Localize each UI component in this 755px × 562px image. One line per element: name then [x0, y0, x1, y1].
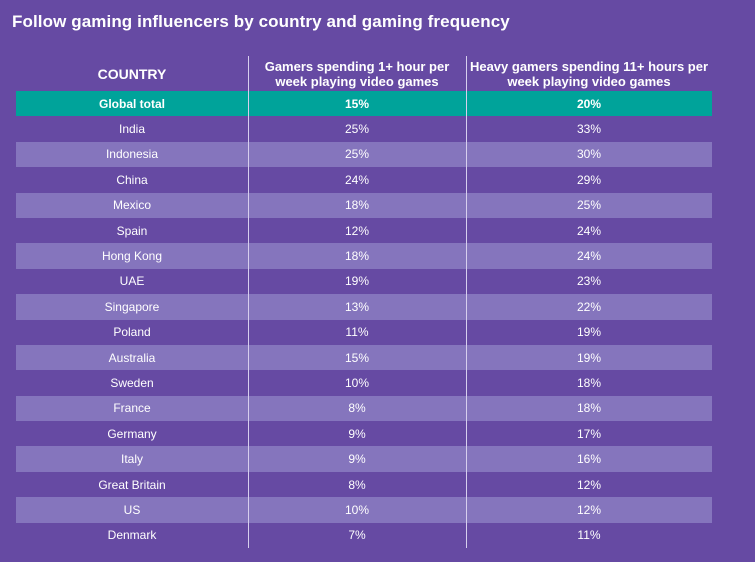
country-cell: Singapore [104, 299, 160, 314]
table-row: Hong Kong 18% 24% [16, 243, 712, 269]
country-cell: China [116, 172, 148, 187]
column-header-gamers-1h: Gamers spending 1+ hour per week playing… [264, 59, 450, 89]
column-header-heavy-gamers-11h: Heavy gamers spending 11+ hours per week… [469, 59, 709, 89]
gamers-1h-value: 11% [345, 325, 369, 340]
heavy-gamers-11h-value: 22% [576, 299, 602, 314]
country-cell: Australia [108, 350, 156, 365]
heavy-gamers-11h-value: 18% [576, 375, 602, 390]
gamers-1h-value: 25% [344, 147, 370, 162]
heavy-gamers-11h-value: 23% [576, 274, 602, 289]
country-cell: Germany [107, 426, 157, 441]
table-row: Singapore 13% 22% [16, 294, 712, 320]
gamers-1h-value: 8% [348, 477, 366, 492]
table-row: Indonesia 25% 30% [16, 141, 712, 168]
gamers-1h-value: 18% [344, 249, 370, 264]
table-row: Italy 9% 16% [16, 446, 712, 472]
gamers-1h-value: 10% [344, 502, 370, 517]
gamers-1h-value: 12% [344, 223, 370, 238]
country-cell: UAE [119, 274, 145, 289]
table-row: US 10% 12% [16, 497, 712, 523]
heavy-gamers-11h-value: 29% [576, 172, 602, 187]
heavy-gamers-11h-value: 20% [576, 96, 602, 111]
country-cell: Hong Kong [101, 249, 163, 264]
gamers-1h-value: 13% [344, 299, 370, 314]
table-row: Germany 9% 17% [16, 421, 712, 446]
data-table: COUNTRY Gamers spending 1+ hour per week… [16, 55, 712, 548]
country-cell: Spain [116, 223, 148, 238]
country-cell: Sweden [110, 375, 154, 390]
gamers-1h-value: 15% [344, 350, 370, 365]
gamers-1h-value: 9% [348, 452, 366, 467]
table-row-global-total: Global total 15% 20% [16, 91, 712, 117]
heavy-gamers-11h-value: 19% [576, 325, 602, 340]
column-divider [466, 56, 467, 548]
gamers-1h-value: 19% [344, 274, 370, 289]
country-cell: US [123, 502, 141, 517]
table-row: Sweden 10% 18% [16, 370, 712, 395]
heavy-gamers-11h-value: 12% [576, 477, 602, 492]
heavy-gamers-11h-value: 12% [576, 502, 602, 517]
table-row: India 25% 33% [16, 116, 712, 141]
country-cell: Italy [120, 452, 143, 467]
country-cell: Indonesia [105, 147, 159, 162]
heavy-gamers-11h-value: 17% [576, 426, 602, 441]
country-cell: Poland [113, 325, 151, 340]
heavy-gamers-11h-value: 33% [576, 122, 602, 137]
heavy-gamers-11h-value: 24% [576, 223, 602, 238]
table-row: China 24% 29% [16, 167, 712, 192]
country-cell: France [113, 401, 151, 416]
country-cell: Denmark [107, 528, 157, 543]
heavy-gamers-11h-value: 11% [577, 528, 601, 543]
table-header: COUNTRY Gamers spending 1+ hour per week… [16, 55, 712, 91]
column-divider [248, 56, 249, 548]
table-row: Australia 15% 19% [16, 344, 712, 371]
gamers-1h-value: 15% [344, 96, 370, 111]
chart-title: Follow gaming influencers by country and… [12, 12, 510, 31]
heavy-gamers-11h-value: 18% [576, 401, 602, 416]
table-row: Mexico 18% 25% [16, 192, 712, 218]
heavy-gamers-11h-value: 16% [576, 452, 602, 467]
table-row: Poland 11% 19% [16, 320, 712, 345]
table-row: Spain 12% 24% [16, 218, 712, 243]
gamers-1h-value: 24% [344, 172, 370, 187]
table-body: Global total 15% 20% India 25% 33% Indonesia 25… [16, 91, 712, 548]
table-row: Denmark 7% 11% [16, 523, 712, 548]
gamers-1h-value: 7% [348, 528, 366, 543]
heavy-gamers-11h-value: 30% [576, 147, 602, 162]
country-cell: Great Britain [98, 477, 166, 492]
country-cell: Global total [99, 96, 165, 111]
table-row: Great Britain 8% 12% [16, 472, 712, 497]
gamers-1h-value: 8% [348, 401, 366, 416]
column-header-country: COUNTRY [97, 66, 167, 82]
gamers-1h-value: 9% [348, 426, 366, 441]
heavy-gamers-11h-value: 24% [576, 249, 602, 264]
gamers-1h-value: 18% [344, 198, 370, 213]
table-row: France 8% 18% [16, 395, 712, 422]
gamers-1h-value: 25% [344, 122, 370, 137]
gamers-1h-value: 10% [344, 375, 370, 390]
heavy-gamers-11h-value: 19% [576, 350, 602, 365]
heavy-gamers-11h-value: 25% [576, 198, 602, 213]
country-cell: Mexico [112, 198, 151, 213]
country-cell: India [118, 122, 146, 137]
table-row: UAE 19% 23% [16, 269, 712, 294]
